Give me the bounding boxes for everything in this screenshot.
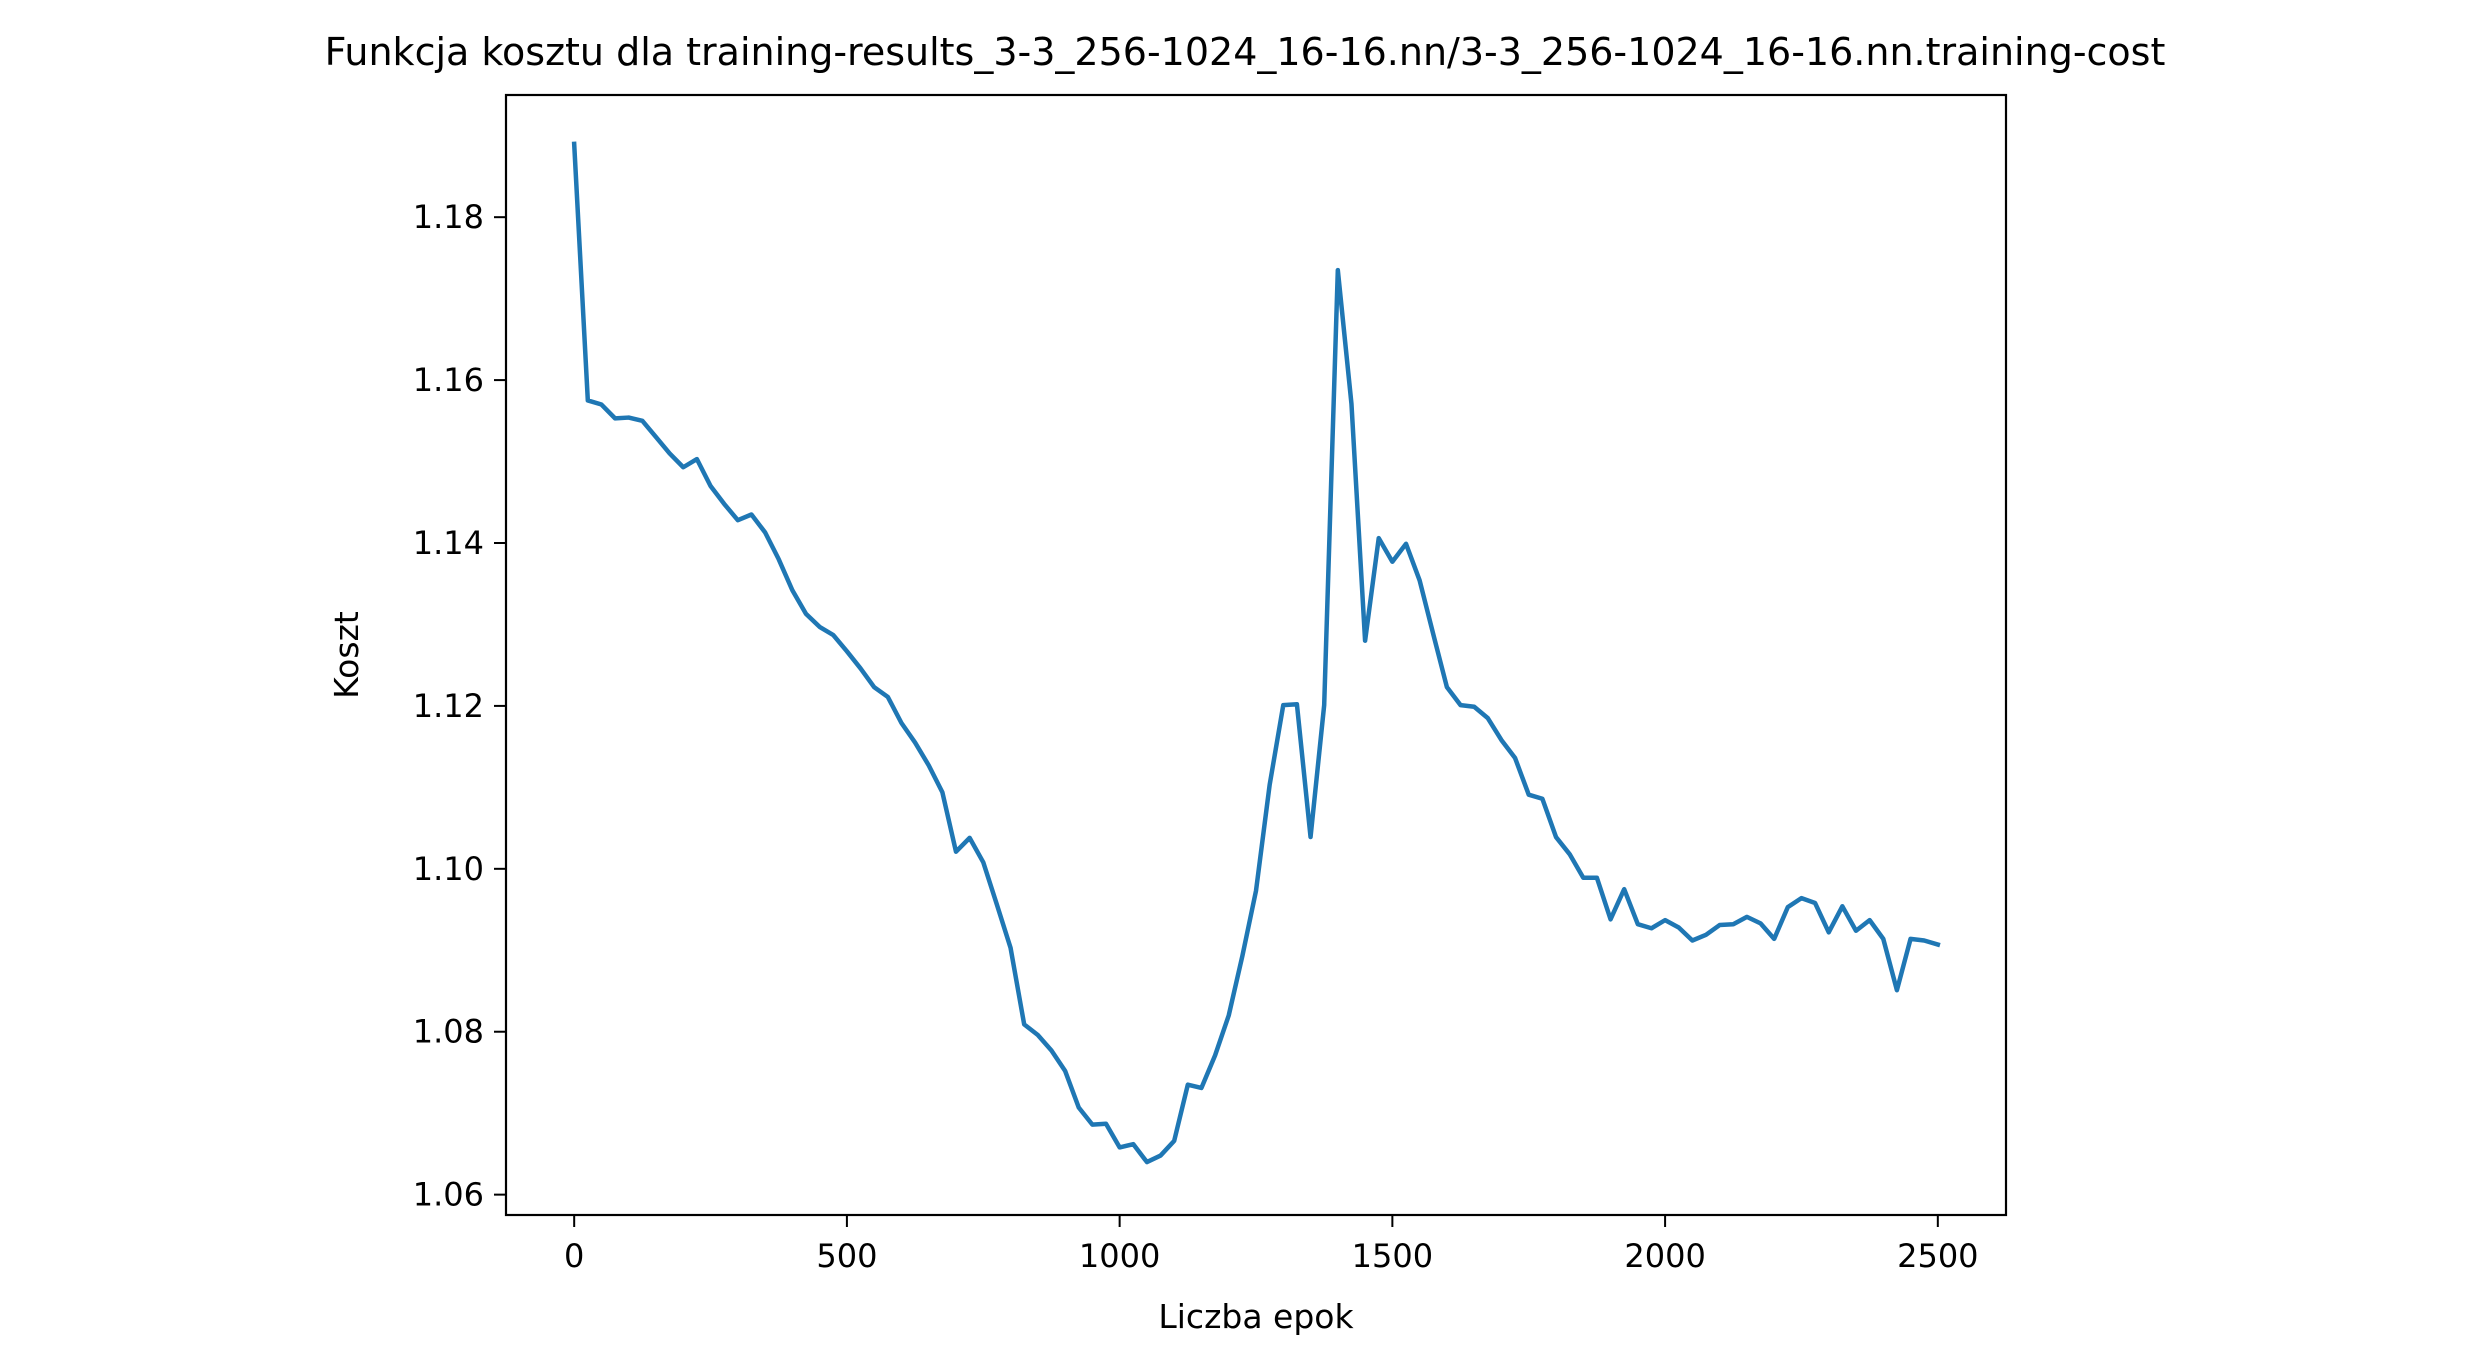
y-tick-label: 1.14 — [413, 524, 484, 562]
y-tick-label: 1.06 — [413, 1176, 484, 1214]
x-tick-label: 1000 — [1079, 1237, 1160, 1275]
y-tick-label: 1.12 — [413, 687, 484, 725]
plot-area-frame — [504, 93, 2008, 1217]
x-tick-label: 500 — [816, 1237, 877, 1275]
y-tick-label: 1.10 — [413, 850, 484, 888]
y-axis-label: Koszt — [327, 611, 366, 699]
series-line — [571, 141, 1941, 1165]
y-tick-label: 1.16 — [413, 361, 484, 399]
y-tick-label: 1.18 — [413, 198, 484, 236]
x-tick-label: 0 — [564, 1237, 584, 1275]
y-tick-label: 1.08 — [413, 1013, 484, 1051]
x-axis: 0 500 1000 1500 2000 2500 — [564, 1215, 1979, 1275]
x-tick-label: 2500 — [1897, 1237, 1978, 1275]
y-axis: 1.06 1.08 1.10 1.12 1.14 1.16 1.18 — [413, 198, 506, 1214]
x-tick-label: 1500 — [1352, 1237, 1433, 1275]
x-axis-label: Liczba epok — [1158, 1297, 1354, 1336]
chart-title: Funkcja kosztu dla training-results_3-3_… — [325, 30, 2166, 74]
x-tick-label: 2000 — [1624, 1237, 1705, 1275]
